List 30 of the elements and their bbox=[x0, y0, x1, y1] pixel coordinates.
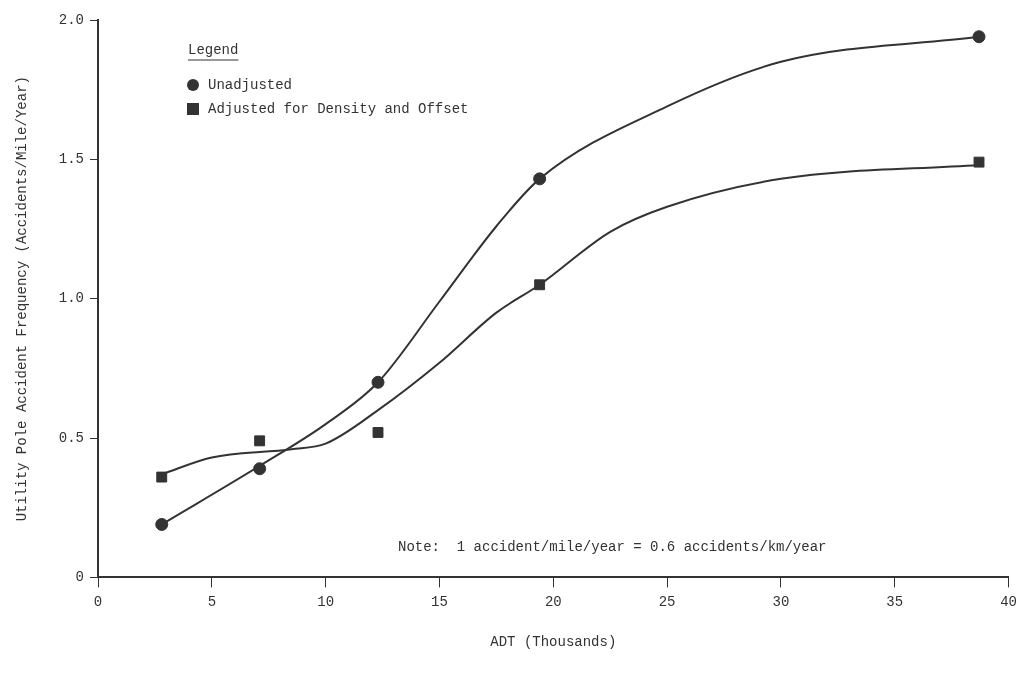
x-tick-label: 0 bbox=[93, 593, 103, 610]
x-tick-label: 25 bbox=[658, 593, 676, 610]
point bbox=[253, 462, 267, 476]
point bbox=[155, 517, 169, 531]
y-tick-label: 1.5 bbox=[58, 151, 84, 168]
annotation: Note: 1 accident/mile/year = 0.6 accidents/km/year bbox=[398, 539, 827, 556]
legend-label: Adjusted for Density and Offset bbox=[208, 100, 469, 117]
point bbox=[972, 30, 986, 44]
x-tick-label: 20 bbox=[544, 593, 562, 610]
point bbox=[973, 156, 985, 168]
x-tick-label: 40 bbox=[1000, 593, 1017, 610]
x-tick-label: 5 bbox=[207, 593, 217, 610]
point bbox=[371, 375, 385, 389]
point bbox=[254, 435, 266, 447]
y-axis-title: Utility Pole Accident Frequency (Accidents/Mile/Year) bbox=[14, 76, 31, 522]
point bbox=[534, 279, 546, 291]
x-axis-title: ADT (Thousands) bbox=[490, 634, 617, 651]
point bbox=[533, 172, 547, 186]
y-tick-label: 1.0 bbox=[58, 290, 84, 307]
x-tick-label: 15 bbox=[431, 593, 448, 610]
legend-label: Unadjusted bbox=[208, 76, 293, 93]
point bbox=[372, 427, 384, 438]
legend-title: Legend bbox=[188, 41, 239, 58]
x-tick-label: 35 bbox=[886, 593, 904, 610]
x-tick-label: 30 bbox=[772, 593, 790, 610]
x-tick-label: 10 bbox=[317, 593, 335, 610]
y-tick-label: 0 bbox=[75, 569, 84, 586]
y-tick-label: 0.5 bbox=[58, 429, 84, 446]
point bbox=[156, 471, 168, 483]
y-tick-label: 2.0 bbox=[58, 11, 84, 28]
